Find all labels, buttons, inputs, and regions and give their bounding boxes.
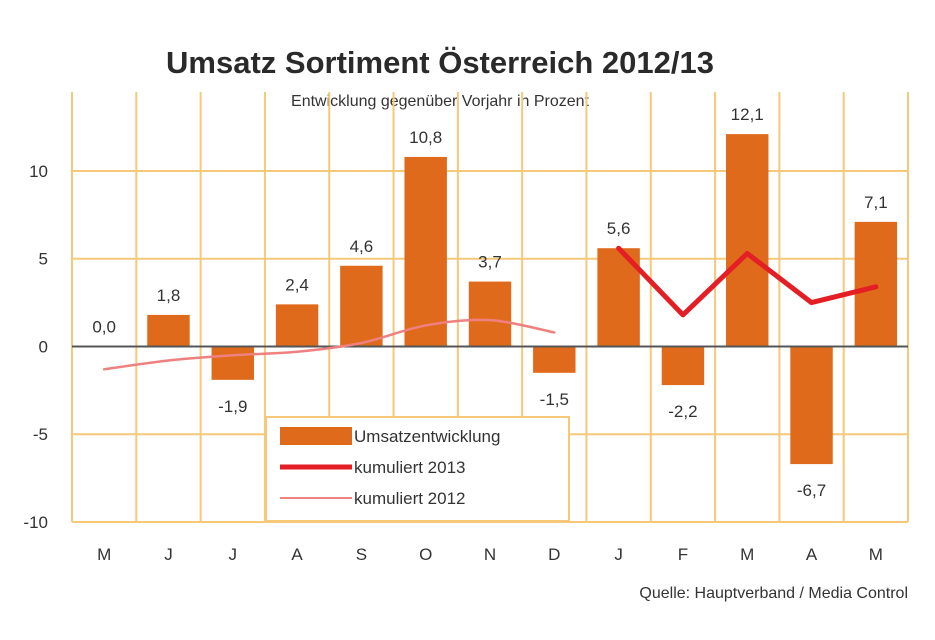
x-tick-label: O [419,545,432,564]
x-tick-label: A [806,545,818,564]
data-label: 12,1 [731,105,764,124]
legend-swatch-bar [280,427,352,445]
data-label: 2,4 [285,275,309,294]
x-tick-label: J [164,545,173,564]
data-label: 1,8 [157,286,181,305]
bar [340,266,382,347]
source-note: Quelle: Hauptverband / Media Control [639,585,908,602]
x-tick-label: M [97,545,111,564]
x-tick-label: D [548,545,560,564]
x-tick-label: S [356,545,367,564]
x-tick-label: F [678,545,688,564]
legend-label-umsatz: Umsatzentwicklung [354,427,500,446]
x-tick-label: M [869,545,883,564]
x-tick-label: M [740,545,754,564]
data-label: -2,2 [668,402,697,421]
chart: Umsatz Sortiment Österreich 2012/13 Entw… [0,0,935,640]
data-label: 0,0 [92,317,116,336]
bar [404,157,446,347]
y-tick-label: 0 [39,337,48,356]
x-tick-label: J [614,545,623,564]
x-tick-label: N [484,545,496,564]
y-tick-label: 5 [39,250,48,269]
bar [469,282,511,347]
data-label: 3,7 [478,253,502,272]
bar [533,346,575,372]
bar [147,315,189,347]
data-label: 7,1 [864,193,888,212]
bar [790,346,832,464]
y-axis-ticks: 10 5 0 -5 -10 [23,162,48,532]
y-tick-label: -10 [23,513,48,532]
chart-subtitle: Entwicklung gegenüber Vorjahr in Prozent [291,93,590,110]
legend-label-2013: kumuliert 2013 [354,458,466,477]
legend: Umsatzentwicklung kumuliert 2013 kumulie… [266,417,569,521]
y-tick-label: -5 [33,425,48,444]
data-label: -6,7 [797,481,826,500]
x-tick-label: A [291,545,303,564]
bar [212,346,254,379]
data-label: 4,6 [350,237,374,256]
y-tick-label: 10 [29,162,48,181]
x-tick-label: J [229,545,238,564]
bar [662,346,704,385]
data-label: 10,8 [409,128,442,147]
data-label: 5,6 [607,219,631,238]
bar [276,304,318,346]
legend-label-2012: kumuliert 2012 [354,489,466,508]
data-label: -1,9 [218,397,247,416]
bar [726,134,768,346]
bar-series [83,134,897,464]
bar [855,222,897,347]
data-label: -1,5 [540,390,569,409]
chart-title: Umsatz Sortiment Österreich 2012/13 [166,45,714,80]
